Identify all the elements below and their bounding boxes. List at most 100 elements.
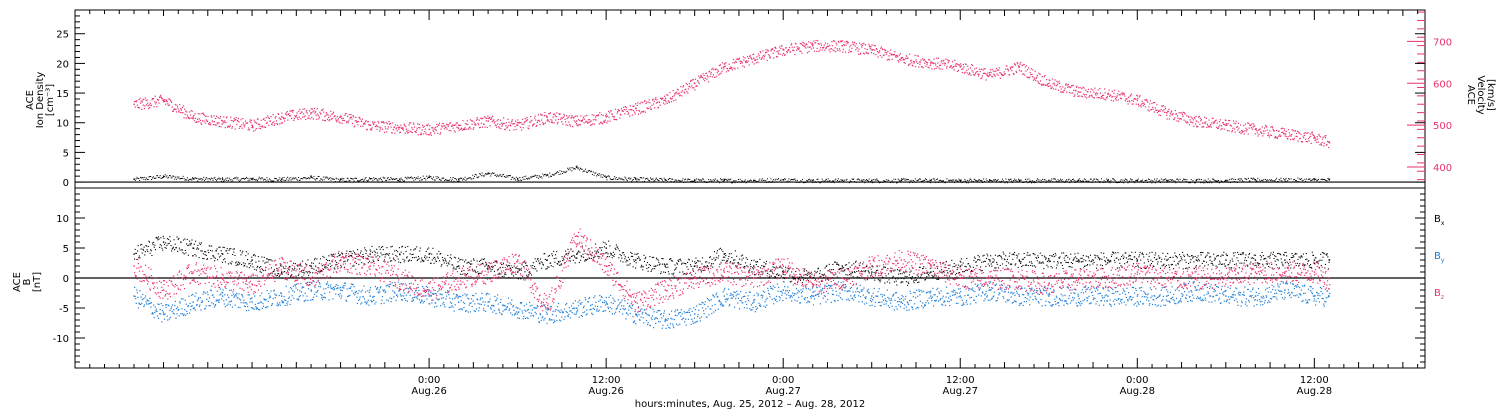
velocity-dot [616, 112, 618, 114]
density-dot [1160, 178, 1162, 180]
density-dot [1147, 178, 1149, 180]
density-dot [707, 181, 709, 183]
velocity-dot [683, 91, 685, 93]
density-dot [620, 178, 622, 180]
velocity-dot [1011, 70, 1013, 72]
density-dot [447, 179, 449, 181]
density-dot [1023, 181, 1025, 183]
velocity-dot [397, 126, 399, 128]
density-dot [198, 178, 200, 180]
density-dot [391, 178, 393, 180]
density-dot [440, 179, 442, 181]
density-dot [257, 180, 259, 182]
velocity-dot [815, 39, 817, 42]
by-dot [607, 306, 609, 308]
velocity-dot [614, 108, 617, 110]
velocity-dot [334, 115, 336, 117]
velocity-dot [1220, 128, 1222, 131]
density-dot [1255, 180, 1257, 182]
velocity-dot [485, 117, 487, 119]
by-dot [547, 309, 549, 311]
velocity-dot [394, 124, 397, 126]
density-dot [641, 177, 643, 179]
velocity-dot [344, 114, 346, 116]
velocity-dot [861, 44, 863, 47]
velocity-dot [588, 121, 590, 124]
by-dot [644, 309, 646, 311]
by-dot [522, 318, 524, 320]
velocity-dot [166, 101, 168, 103]
velocity-dot [184, 108, 186, 110]
velocity-dot [377, 120, 379, 123]
velocity-dot [1297, 130, 1299, 132]
velocity-dot [1289, 134, 1291, 136]
density-dot [777, 179, 779, 181]
velocity-dot [1199, 117, 1201, 119]
density-dot [481, 172, 483, 174]
by-dot [149, 297, 151, 299]
density-dot [638, 179, 640, 181]
velocity-dot [593, 123, 595, 125]
by-dot [634, 310, 636, 313]
by-dot [623, 309, 625, 311]
velocity-dot [784, 53, 786, 56]
velocity-dot [409, 130, 411, 132]
by-dot [362, 296, 365, 298]
velocity-dot [967, 65, 969, 67]
density-dot [336, 178, 338, 180]
by-dot [297, 289, 299, 291]
velocity-dot [713, 69, 715, 71]
velocity-dot [352, 115, 354, 117]
velocity-dot [488, 117, 491, 119]
by-dot [496, 297, 498, 299]
velocity-dot [925, 65, 927, 67]
velocity-dot [616, 119, 618, 121]
velocity-dot [388, 120, 390, 123]
velocity-dot [1294, 130, 1297, 132]
by-dot [411, 297, 413, 299]
density-dot [718, 181, 720, 183]
velocity-dot [188, 111, 191, 113]
velocity-dot [325, 112, 328, 114]
velocity-dot [1198, 115, 1200, 118]
velocity-dot [674, 92, 676, 94]
by-dot [530, 315, 532, 317]
velocity-dot [1183, 112, 1186, 114]
density-dot [1103, 180, 1105, 182]
by-dot [369, 287, 372, 289]
density-dot [645, 178, 647, 180]
by-dot [516, 311, 518, 313]
by-dot [476, 299, 479, 301]
density-dot [712, 181, 714, 183]
velocity-dot [522, 127, 524, 129]
density-dot [1151, 182, 1153, 184]
density-dot [265, 180, 267, 182]
velocity-dot [1075, 86, 1078, 88]
velocity-dot [309, 110, 311, 112]
by-dot [676, 314, 678, 317]
velocity-dot [982, 69, 984, 71]
by-dot [574, 300, 576, 302]
density-dot [772, 180, 774, 182]
density-dot [947, 181, 949, 183]
density-dot [1305, 180, 1307, 182]
velocity-dot [992, 76, 994, 78]
by-dot [326, 282, 328, 285]
density-dot [1235, 181, 1237, 183]
density-dot [871, 181, 873, 183]
by-dot [322, 296, 324, 298]
by-dot [483, 309, 485, 312]
density-dot [584, 170, 586, 172]
density-dot [1031, 180, 1033, 182]
by-dot [554, 310, 556, 312]
density-dot [585, 171, 587, 173]
velocity-dot [586, 121, 588, 123]
density-dot [1306, 178, 1308, 180]
velocity-dot [1218, 120, 1220, 123]
velocity-dot [473, 127, 475, 129]
density-dot [512, 176, 514, 178]
velocity-dot [1289, 138, 1292, 141]
by-dot [337, 294, 340, 296]
density-dot [1087, 181, 1089, 183]
by-dot [469, 311, 472, 313]
